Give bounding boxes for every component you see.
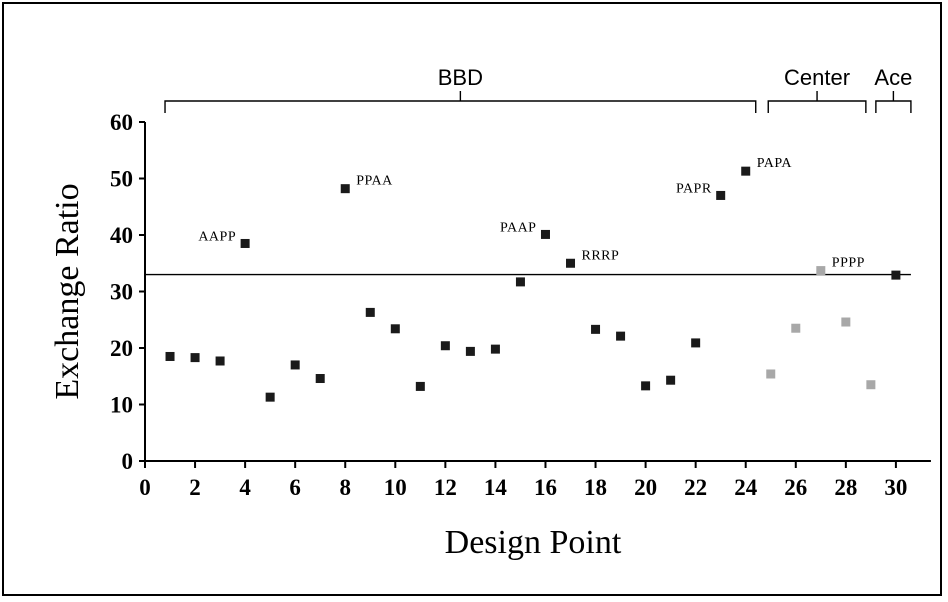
data-point: [641, 381, 651, 391]
x-tick-label: 30: [884, 475, 907, 500]
y-tick-label: 30: [110, 280, 133, 305]
data-point: [165, 351, 175, 361]
x-tick-label: 4: [239, 475, 251, 500]
data-point: [265, 392, 275, 402]
data-point: [666, 375, 676, 385]
y-tick-label: 20: [110, 336, 133, 361]
axes: [144, 122, 931, 462]
group-brackets: BBD Center Ace: [164, 65, 912, 113]
data-point: [465, 346, 475, 356]
group-bracket: [767, 91, 867, 113]
point-label: PAPA: [757, 156, 793, 171]
x-tick-label: 0: [139, 475, 151, 500]
data-point: [591, 324, 601, 334]
x-tick-label: 20: [634, 475, 657, 500]
y-tick-label: 60: [110, 110, 133, 135]
data-point: [490, 344, 500, 354]
data-point: [440, 341, 450, 351]
x-tick-label: 24: [734, 475, 758, 500]
data-point: [240, 238, 250, 248]
data-point: [365, 307, 375, 317]
data-point: [816, 266, 826, 276]
x-tick-label: 8: [339, 475, 351, 500]
x-tick-label: 10: [384, 475, 407, 500]
data-point: [315, 374, 325, 384]
x-tick-label: 28: [834, 475, 857, 500]
data-point: [390, 324, 400, 334]
data-points: [165, 166, 901, 402]
y-tick-label: 0: [122, 449, 134, 474]
y-tick-label: 40: [110, 223, 133, 248]
point-label: RRRP: [582, 248, 620, 263]
data-point: [841, 317, 851, 327]
data-point: [540, 229, 550, 239]
x-tick-label: 6: [289, 475, 301, 500]
x-tick-label: 14: [484, 475, 508, 500]
point-label: AAPP: [198, 229, 236, 244]
x-tick-label: 2: [189, 475, 201, 500]
group-label: Center: [784, 65, 850, 90]
data-point: [415, 381, 425, 391]
group-bracket: [875, 91, 912, 113]
x-tick-label: 26: [784, 475, 807, 500]
x-tick-label: 18: [584, 475, 607, 500]
data-point: [340, 184, 350, 194]
data-point: [891, 270, 901, 280]
data-point: [515, 277, 525, 287]
point-labels: AAPP PPAA PAAP RRRP PAPR PAPA PPPP: [198, 156, 865, 271]
point-label: PAPR: [676, 181, 712, 196]
data-point: [691, 338, 701, 348]
y-axis-ticks: 0 10 20 30 40 50 60: [110, 110, 145, 474]
data-point: [566, 258, 576, 268]
x-axis-ticks: 0 2 4 6 8 10 12 14 16 18 20 22 24 26 28 30: [139, 461, 907, 500]
data-point: [741, 166, 751, 176]
point-label: PPPP: [832, 256, 865, 271]
data-point: [290, 360, 300, 370]
x-tick-label: 12: [434, 475, 457, 500]
y-axis-title: Exchange Ratio: [49, 183, 86, 399]
group-bracket: [164, 91, 757, 113]
data-point: [866, 380, 876, 390]
data-point: [766, 369, 776, 379]
data-point: [616, 331, 626, 341]
data-point: [190, 353, 200, 363]
point-label: PPAA: [356, 174, 393, 189]
data-point: [791, 323, 801, 333]
group-label: BBD: [438, 65, 483, 90]
point-label: PAAP: [500, 220, 537, 235]
y-tick-label: 50: [110, 167, 133, 192]
data-point: [716, 190, 726, 200]
x-axis-title: Design Point: [445, 524, 622, 561]
group-label: Ace: [874, 65, 912, 90]
data-point: [215, 356, 225, 366]
x-tick-label: 22: [684, 475, 707, 500]
y-tick-label: 10: [110, 393, 133, 418]
x-tick-label: 16: [534, 475, 557, 500]
